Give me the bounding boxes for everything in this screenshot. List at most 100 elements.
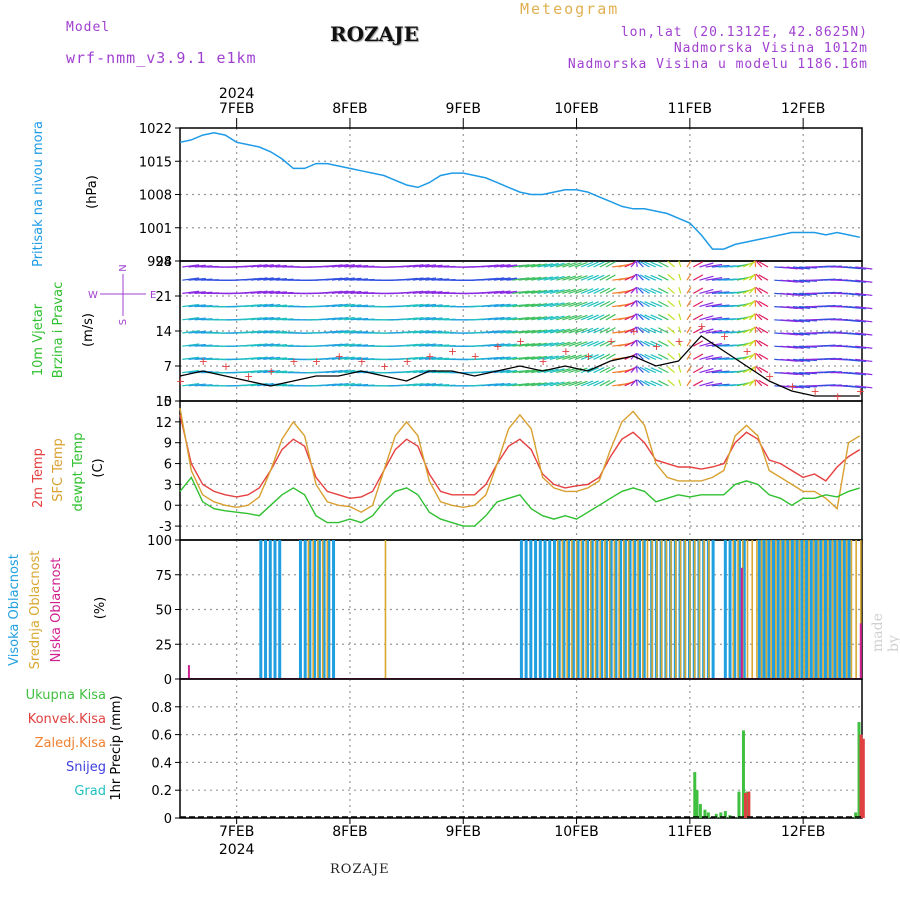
wind-arrow: [855, 266, 873, 270]
wind-arrow: [425, 277, 443, 281]
high-cloud-bar: [723, 540, 727, 679]
wind-arrow: [748, 260, 756, 268]
wind-arrow: [755, 260, 763, 268]
wind-arrow: [512, 356, 530, 360]
gust-marker: +: [810, 385, 819, 398]
wind-arrow: [637, 379, 644, 387]
wind-arrow: [624, 261, 636, 268]
wind-arrow: [493, 382, 511, 387]
wind-arrow: [512, 264, 530, 268]
wind-arrow: [755, 300, 763, 308]
wind-arrow: [406, 316, 424, 321]
wind-arrow: [524, 263, 542, 268]
y-tick-label: 3: [164, 478, 172, 493]
wind-arrow: [635, 339, 638, 347]
y-tick-label: 0.8: [151, 701, 172, 716]
wind-arrow: [848, 306, 867, 310]
wind-arrow: [531, 302, 548, 308]
wind-arrow: [658, 340, 669, 347]
wind-arrow: [755, 287, 763, 294]
wind-arrow: [580, 354, 594, 360]
high-cloud-bar: [268, 540, 272, 679]
high-cloud-bar: [562, 540, 566, 679]
mid-cloud-bar: [684, 540, 687, 679]
wind-arrow: [555, 381, 571, 387]
wind-arrow: [182, 369, 200, 374]
wind-arrow: [699, 288, 714, 294]
wind-arrow: [792, 266, 811, 270]
dewpt-line: [179, 476, 861, 527]
mid-cloud-bar: [708, 540, 710, 679]
wind-arrow: [855, 319, 873, 323]
high-cloud-bar: [762, 540, 766, 679]
mid-cloud-bar: [613, 540, 616, 679]
wind-arrow: [331, 264, 349, 268]
wind-arrow: [599, 261, 611, 268]
wind-arrow: [568, 328, 582, 334]
panel-frame: [179, 678, 863, 819]
wind-arrow: [650, 353, 663, 360]
wind-arrow: [518, 329, 536, 334]
mid-cloud-bar: [860, 540, 862, 679]
wind-arrow: [755, 326, 763, 334]
y-tick-label: 1015: [139, 155, 172, 170]
wind-arrow: [624, 287, 636, 294]
high-cloud-bar: [772, 540, 776, 679]
mid-cloud-bar: [599, 540, 602, 679]
compass-icon: N W E S: [88, 264, 156, 325]
wind-arrow: [412, 290, 430, 294]
y-tick-label: 6: [164, 458, 172, 473]
wind-arrow: [331, 330, 349, 334]
wind-arrow: [587, 274, 599, 281]
wind-arrow: [487, 343, 505, 347]
wind-arrow: [418, 290, 437, 294]
wind-arrow: [699, 381, 714, 387]
high-cloud-bar: [847, 540, 851, 679]
total-precip-label: Ukupna Kisa: [26, 688, 106, 703]
wind-arrow: [499, 343, 518, 347]
mid-cloud-bar: [822, 540, 824, 679]
wind-arrow: [256, 356, 274, 360]
wind-arrow: [699, 368, 714, 374]
y-tick-label: 994: [147, 255, 172, 270]
mid-cloud-bar: [641, 540, 644, 679]
wind-arrow: [499, 356, 518, 360]
wind-arrow: [755, 366, 763, 374]
wind-arrow: [344, 343, 362, 347]
wind-arrow: [574, 288, 588, 294]
wind-arrow: [337, 369, 355, 374]
high-cloud-bar: [786, 540, 790, 679]
wind-arrow: [512, 277, 530, 281]
wind-arrow: [537, 342, 553, 347]
top-year-label: 2024: [219, 86, 255, 102]
gust-marker: +: [833, 390, 842, 403]
compass-n: N: [118, 264, 129, 271]
wind-arrow: [848, 385, 867, 389]
wind-arrow: [269, 370, 288, 374]
conv-precip-bar: [859, 734, 863, 818]
mid-cloud-bar: [384, 540, 387, 679]
wind-arrow: [580, 261, 594, 268]
high-cloud-bar: [278, 540, 282, 679]
wind-arrow: [406, 277, 424, 281]
wind-arrow: [599, 287, 611, 294]
wind-arrow: [630, 313, 637, 321]
wind-arrow: [630, 273, 637, 281]
wind-arrow: [593, 380, 605, 387]
wind-arrow: [344, 277, 362, 281]
mid-cloud-bar: [321, 540, 324, 679]
wind-arrow: [493, 290, 511, 294]
mid-cloud-bar: [566, 540, 568, 679]
total-precip-bar: [857, 722, 861, 818]
wind-arrow: [574, 341, 588, 347]
wind-arrow: [593, 261, 605, 268]
wind-arrow: [512, 316, 530, 321]
high-cloud-bar: [828, 540, 832, 679]
gust-marker: +: [720, 330, 729, 343]
wind-arrow: [593, 340, 605, 347]
wind-arrow: [487, 277, 505, 281]
wind-arrow: [748, 286, 756, 294]
wind-arrow: [742, 353, 755, 360]
wind-arrow: [711, 357, 730, 360]
wind-arrow: [543, 315, 559, 321]
